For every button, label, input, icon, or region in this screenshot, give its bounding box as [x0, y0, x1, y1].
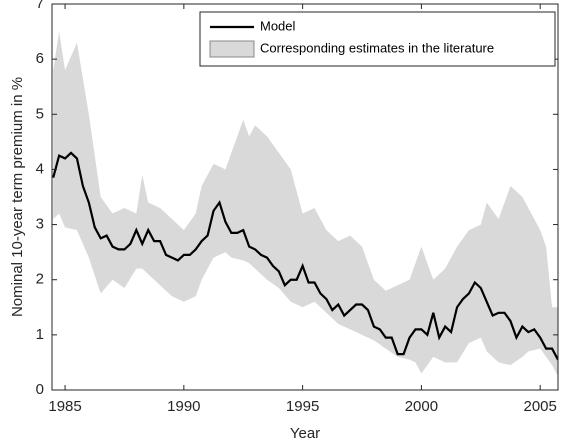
y-tick-label: 2 [36, 271, 44, 288]
x-tick-label: 2000 [405, 398, 438, 415]
x-tick-label: 1990 [167, 398, 200, 415]
x-tick-label: 2005 [523, 398, 556, 415]
y-axis-label: Nominal 10-year term premium in % [9, 77, 26, 317]
y-tick-label: 7 [36, 0, 44, 12]
y-tick-label: 6 [36, 50, 44, 67]
y-tick-label: 1 [36, 326, 44, 343]
y-tick-label: 4 [36, 160, 44, 177]
x-tick-label: 1995 [286, 398, 319, 415]
plot [52, 31, 558, 377]
legend-text: Corresponding estimates in the literatur… [260, 40, 494, 55]
y-tick-label: 5 [36, 105, 44, 122]
x-tick-label: 1985 [48, 398, 81, 415]
legend-swatch [209, 40, 255, 58]
legend-box [199, 11, 556, 67]
y-tick-label: 3 [36, 216, 44, 233]
model-line [52, 151, 558, 361]
x-axis-label: Year [290, 425, 320, 442]
axes-box [51, 3, 559, 391]
legend-text: Model [260, 18, 296, 33]
band-area [53, 31, 558, 377]
y-tick-label: 0 [36, 381, 44, 398]
